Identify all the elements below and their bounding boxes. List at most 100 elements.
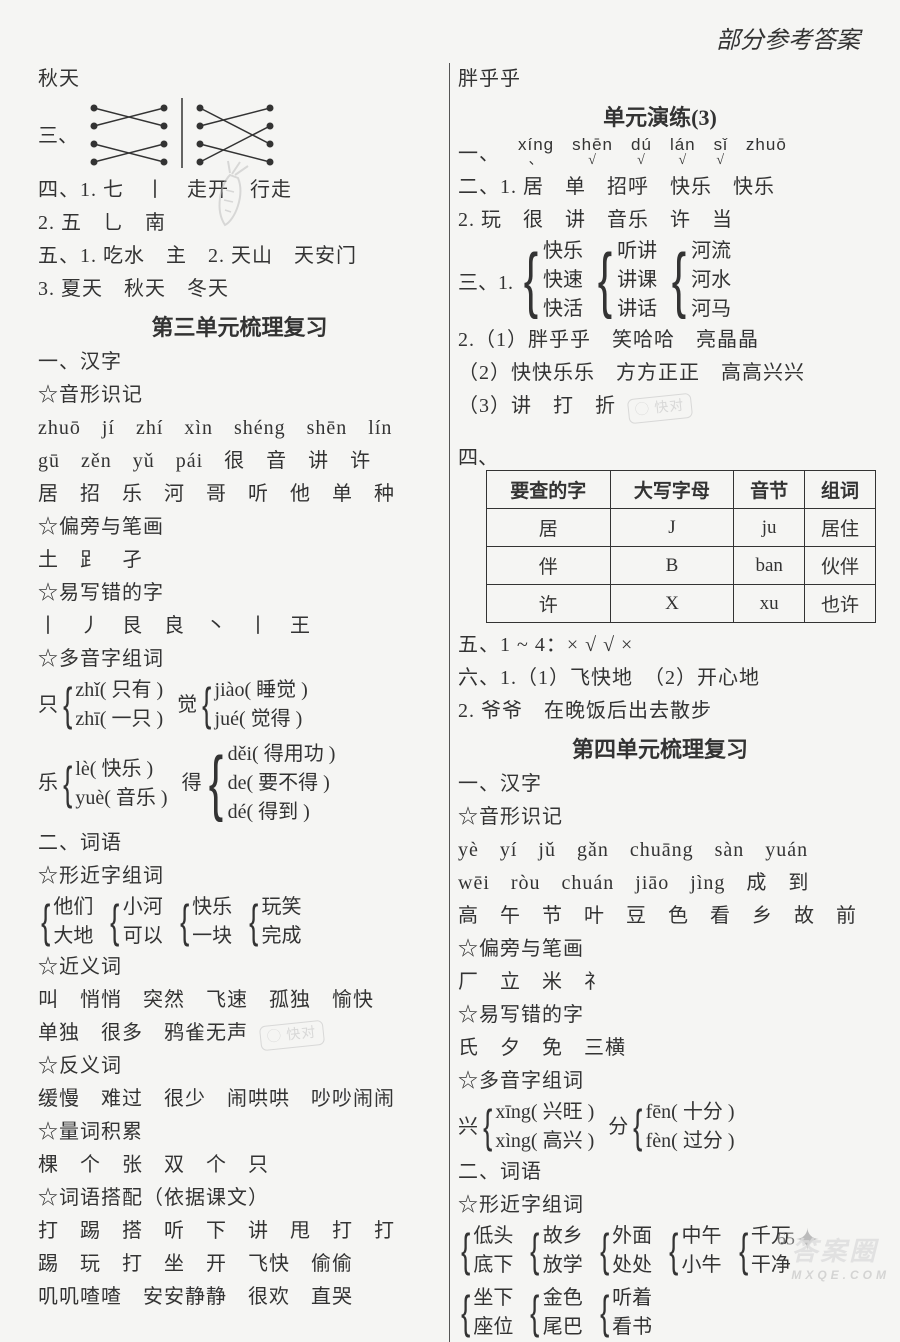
poly-xing: 兴 { xīng( 兴旺 ) xìng( 高兴 ) — [458, 1098, 594, 1156]
table-cell: ju — [734, 509, 805, 547]
match-svg-1 — [84, 98, 174, 168]
pair-item: 外面 — [612, 1222, 652, 1251]
subhead: ☆音形识记 — [458, 801, 862, 834]
subhead: ☆多音字组词 — [38, 643, 441, 676]
subhead: ☆偏旁与笔画 — [458, 933, 862, 966]
text-line: 居 招 乐 河 哥 听 他 单 种 — [38, 478, 441, 511]
poly-item: zhǐ( 只有 ) — [75, 676, 163, 705]
poly-item: jiào( 睡觉 ) — [215, 676, 308, 705]
pinyin-item: xíng、 — [518, 136, 554, 171]
poly-lead: 得 — [182, 769, 202, 798]
table-cell: 居 — [487, 509, 611, 547]
carrot-watermark-icon — [200, 160, 260, 230]
pinyin-item: sǐ√ — [714, 136, 728, 171]
poly-item: dé( 得到 ) — [228, 798, 336, 827]
text-line: 踢 玩 打 坐 开 飞快 偷偷 — [38, 1248, 441, 1281]
text-line: 缓慢 难过 很少 闹哄哄 吵吵闹闹 — [38, 1083, 441, 1116]
table-cell: 伴 — [487, 547, 611, 585]
text-line: yè yí jǔ gǎn chuāng sàn yuán — [458, 834, 862, 867]
triple-bracket-row: 三、1. {快乐快速快活{听讲讲课讲话{河流河水河马 — [458, 237, 862, 324]
text-line: （3）讲 打 折 ◯ 快对 — [458, 390, 862, 423]
pair-row: {他们大地{小河可以{快乐一块{玩笑完成 — [38, 893, 441, 951]
poly-item: xìng( 高兴 ) — [495, 1127, 594, 1156]
table-header: 音节 — [734, 471, 805, 509]
subhead: ☆易写错的字 — [38, 577, 441, 610]
section-title: 第四单元梳理复习 — [458, 732, 862, 764]
triple-bracket: {听讲讲课讲话 — [593, 237, 657, 324]
section-title: 第三单元梳理复习 — [38, 310, 441, 342]
poly-item: zhī( 一只 ) — [75, 705, 163, 734]
pair-item: 座位 — [473, 1313, 513, 1342]
text-line: 秋天 — [38, 63, 441, 96]
text-line: 单独 很多 鸦雀无声 ◯ 快对 — [38, 1017, 441, 1050]
subhead: ☆音形识记 — [38, 379, 441, 412]
poly-lead: 乐 — [38, 769, 58, 798]
pair-item: 小河 — [123, 893, 163, 922]
text-line: 打 踢 搭 听 下 讲 甩 打 打 — [38, 1215, 441, 1248]
table-cell: 伙伴 — [805, 547, 876, 585]
pair-item: 他们 — [53, 893, 93, 922]
pair-item: 放学 — [543, 1251, 583, 1280]
text-line: 厂 立 米 礻 — [458, 966, 862, 999]
subhead: ☆量词积累 — [38, 1116, 441, 1149]
table-cell: 也许 — [805, 585, 876, 623]
table-cell: ban — [734, 547, 805, 585]
pair-bracket: {小河可以 — [107, 893, 162, 951]
pair-item: 底下 — [473, 1251, 513, 1280]
pair-item: 看书 — [612, 1313, 652, 1342]
section-title: 单元演练(3) — [458, 100, 862, 132]
text-line: 丨 丿 艮 良 丶 丨 王 — [38, 610, 441, 643]
text-line: 2. 爷爷 在晚饭后出去散步 — [458, 695, 862, 728]
text-line: （2）快快乐乐 方方正正 高高兴兴 — [458, 357, 862, 390]
pinyin-item: shēn√ — [572, 136, 613, 171]
faint-stamp: ◯ 快对 — [627, 393, 693, 425]
divider-line — [180, 98, 184, 168]
text-line: wēi ròu chuán jiāo jìng 成 到 — [458, 867, 862, 900]
pair-item: 玩笑 — [262, 893, 302, 922]
item-number: 一、 — [458, 138, 500, 171]
subhead: ☆形近字组词 — [458, 1189, 862, 1222]
item-number: 四、 — [458, 441, 498, 470]
pair-item: 听着 — [612, 1284, 652, 1313]
pair-item: 故乡 — [543, 1222, 583, 1251]
table-cell: X — [610, 585, 734, 623]
table-row: 居Jju居住 — [487, 509, 876, 547]
subhead: ☆词语搭配（依据课文） — [38, 1182, 441, 1215]
poly-item: fèn( 过分 ) — [646, 1127, 735, 1156]
table-cell: J — [610, 509, 734, 547]
table-cell: 许 — [487, 585, 611, 623]
poly-lead: 兴 — [458, 1113, 478, 1142]
poly-lead: 只 — [38, 691, 58, 720]
match-svg-2 — [190, 98, 280, 168]
text-line: 2.（1）胖乎乎 笑哈哈 亮晶晶 — [458, 324, 862, 357]
pair-bracket: {他们大地 — [38, 893, 93, 951]
pair-row: {坐下座位{金色尾巴{听着看书 — [458, 1284, 862, 1342]
watermark: 答案圈 MXQE.COM — [791, 1231, 890, 1282]
text-line: 五、1 ~ 4：× √ √ × — [458, 629, 862, 662]
text-line: 六、1.（1）飞快地 （2）开心地 — [458, 662, 862, 695]
table-cell: 居住 — [805, 509, 876, 547]
table-header: 要查的字 — [487, 471, 611, 509]
text-line: 棵 个 张 双 个 只 — [38, 1149, 441, 1182]
text-line: 五、1. 吃水 主 2. 天山 天安门 — [38, 240, 441, 273]
text-line: 叽叽喳喳 安安静静 很欢 直哭 — [38, 1281, 441, 1314]
text-line: 二、词语 — [38, 827, 441, 860]
left-column: 秋天 三、 四、1. 七 丨 走开 行走 2. 五 乚 南 五、1. 吃水 主 … — [30, 63, 450, 1342]
item-number: 三、 — [38, 119, 78, 148]
matching-diagram-row: 三、 — [38, 98, 441, 168]
pair-item: 一块 — [192, 922, 232, 951]
pair-item: 金色 — [543, 1284, 583, 1313]
pinyin-item: lán√ — [670, 136, 696, 171]
polyphone-row: 乐 { lè( 快乐 ) yuè( 音乐 ) 得 { děi( 得用功 ) de… — [38, 740, 441, 827]
poly-item: fēn( 十分 ) — [646, 1098, 735, 1127]
table-cell: xu — [734, 585, 805, 623]
pair-item: 中午 — [682, 1222, 722, 1251]
text-line: 氏 夕 免 三横 — [458, 1032, 862, 1065]
subhead: ☆偏旁与笔画 — [38, 511, 441, 544]
pair-bracket: {玩笑完成 — [246, 893, 301, 951]
subhead: ☆多音字组词 — [458, 1065, 862, 1098]
table-cell: B — [610, 547, 734, 585]
poly-lead: 分 — [608, 1113, 628, 1142]
subhead: ☆形近字组词 — [38, 860, 441, 893]
subhead: ☆近义词 — [38, 951, 441, 984]
